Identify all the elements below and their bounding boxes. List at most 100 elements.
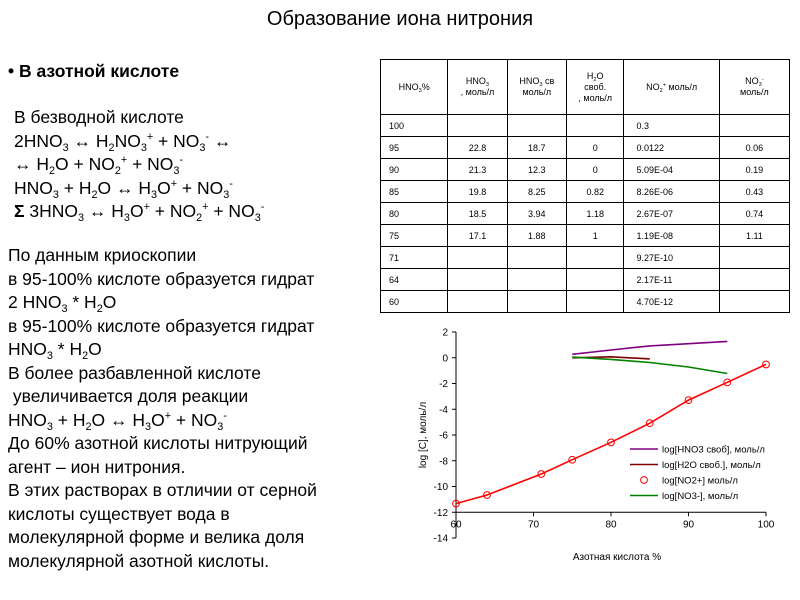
y-tick-label: -10 [434,482,449,493]
y-tick-label: 0 [442,353,448,364]
table-cell [447,290,508,313]
series-marker-2 [483,491,491,499]
table-cell: 95 [379,136,449,159]
legend-label-3: log[NO3-], моль/л [662,491,738,502]
table-cell: 90 [379,158,449,181]
table-cell [718,268,791,291]
table-cell: 8.26E-06 [623,180,720,203]
prose-line: В более разбавленной кислоте [8,362,261,383]
table-row: 85 19.8 8.25 0.82 8.26E-06 0.43 [379,180,791,203]
table-cell: 5.09E-04 [623,158,720,181]
table-cell: 21.3 [447,158,508,181]
table-cell: 0.74 [718,202,791,225]
prose-formula: 2 HNO3 * H2O [8,292,117,315]
table-row: 60 4.70E-12 [379,290,791,313]
table-cell: 17.1 [447,224,508,247]
table-cell: 0.43 [718,180,791,203]
bullet-heading: • В азотной кислоте [8,61,180,81]
y-tick-label: -8 [439,456,448,467]
table-row: 80 18.5 3.94 1.18 2.67E-07 0.74 [379,202,791,225]
equations-block: В безводной кислоте 2HNO3 ↔ H2NO3+ + NO3… [14,106,264,224]
legend-label-1: log[H2O своб.], моль/л [662,460,761,471]
prose-line: в 95-100% кислоте образуется гидрат [8,315,315,336]
x-tick-label: 80 [605,519,617,530]
table-cell: 0.82 [565,180,625,203]
series-marker-2 [568,455,577,464]
y-axis-label: log [C], моль/л [418,402,429,468]
col-header-hno3-mol: HNO3, моль/л [447,59,508,115]
y-tick-label: -12 [434,508,449,519]
prose-line: молекулярной азотной кислоты. [8,550,270,571]
prose-formula: HNO3 + H2O ↔ H3O+ + NO3- [8,409,227,433]
table-cell [718,246,791,269]
table-cell: 1.19E-08 [623,224,720,247]
table-cell: 18.7 [506,136,567,159]
table-cell [447,246,508,269]
prose-line: агент – ион нитрония. [8,456,186,477]
y-tick-label: -4 [439,405,448,416]
table-cell: 0.3 [623,114,720,137]
series-line-3 [572,356,728,375]
table-row: 64 2.17E-11 [379,268,791,291]
table-row: 75 17.1 1.88 1 1.19E-08 1.11 [379,224,791,247]
series-marker-2 [684,396,693,405]
table-cell [565,268,625,291]
equation-line-1: 2HNO3 ↔ H2NO3+ + NO3- ↔ [14,130,232,154]
table-cell: 12.3 [506,158,567,181]
table-cell [565,246,625,269]
table-cell [718,290,791,313]
table-cell [718,114,791,137]
series-line-4 [455,363,767,505]
y-tick-label: -2 [439,379,448,390]
table-cell: 19.8 [447,180,508,203]
table-cell: 85 [379,180,449,203]
table-cell: 75 [379,224,449,247]
table-cell: 0.19 [718,158,791,181]
x-axis-label: Азотная кислота % [573,552,661,563]
table-row: 100 0.3 [379,114,791,137]
table-cell [506,114,567,137]
legend-swatch-2 [640,476,648,484]
prose-line: По данным криоскопии [8,245,197,265]
table-cell: 3.94 [506,202,567,225]
prose-line: молекулярной форме и велика доля [8,527,305,547]
y-tick-label: 2 [442,328,448,339]
table-cell: 1.88 [506,224,567,247]
table-cell: 9.27E-10 [623,246,720,269]
table-cell: 71 [379,246,449,269]
col-header-no3minus: NO3- моль/л [718,59,791,115]
col-header-hno3-percent: HNO3% [379,59,449,115]
table-cell [447,268,508,291]
x-tick-label: 70 [528,519,540,530]
equation-line-sum: Σ 3HNO3 ↔ H3O+ + NO2+ + NO3- [14,200,265,224]
table-cell: 2.17E-11 [623,268,720,291]
table-cell: 18.5 [447,202,508,225]
prose-line: кислоты существует вода в [8,503,230,524]
table-cell: 64 [379,268,449,291]
col-header-h2o-free: H2O своб., моль/л [565,59,625,115]
col-header-hno3-free: HNO3 св моль/л [506,59,567,115]
table-header-row: HNO3% HNO3, моль/л HNO3 св моль/л H2O своб… [379,59,791,115]
table-cell [506,268,567,291]
x-tick-label: 90 [683,519,695,530]
table-cell: 0 [565,136,625,159]
prose-formula: HNO3 * H2O [8,339,102,362]
table-cell: 0.0122 [623,136,720,159]
table-cell: 1.18 [565,202,625,225]
series-marker-2 [762,360,770,369]
x-tick-label: 100 [758,519,775,530]
table-cell [565,290,625,313]
table-row: 95 22.8 18.7 0 0.0122 0.06 [379,136,791,159]
table-row: 71 9.27E-10 [379,246,791,269]
table-cell [506,290,567,313]
equation-line-3: HNO3 + H2O ↔ H3O+ + NO3- [14,177,233,201]
x-tick-label: 60 [450,519,462,530]
table-cell: 2.67E-07 [623,202,720,225]
prose-line: в 95-100% кислоте образуется гидрат [8,268,315,289]
col-header-no2plus: NO2+ моль/л [623,59,720,115]
table-cell: 1.11 [718,224,791,247]
y-tick-label: -14 [434,534,449,545]
table-cell [565,114,625,137]
legend-label-2: log[NO2+] моль/л [662,476,738,487]
